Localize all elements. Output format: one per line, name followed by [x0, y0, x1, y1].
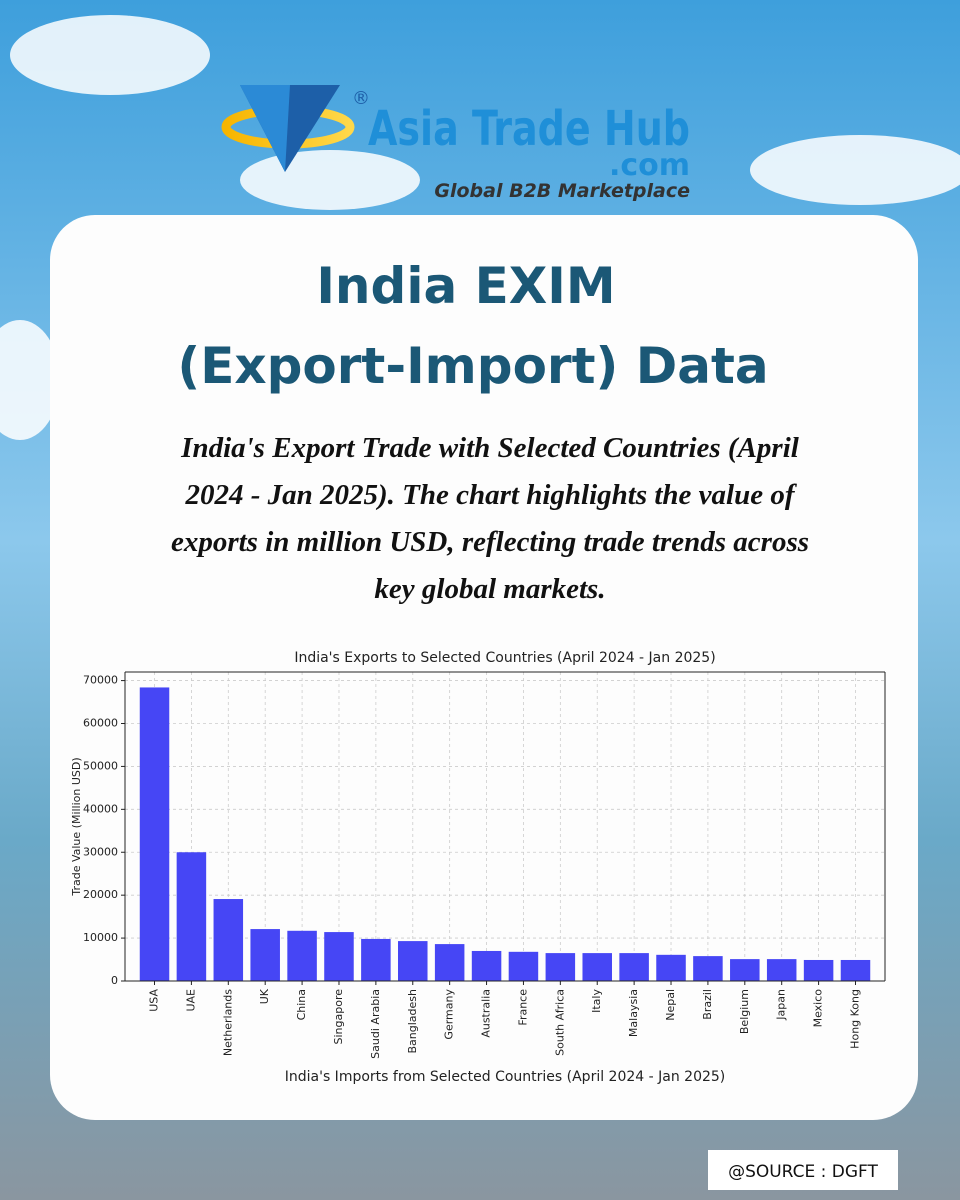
chart: India's Exports to Selected Countries (A…: [70, 650, 886, 1085]
bar: [361, 938, 391, 981]
x-tick-label: UK: [258, 988, 271, 1004]
bar: [250, 929, 280, 981]
x-tick-label: Germany: [443, 989, 456, 1040]
bar: [766, 959, 797, 981]
y-tick-label: 20000: [83, 888, 118, 901]
x-tick-label: Singapore: [332, 989, 345, 1045]
y-tick-label: 40000: [83, 802, 118, 815]
bar: [619, 953, 649, 981]
bar: [730, 959, 760, 981]
description-line: India's Export Trade with Selected Count…: [180, 432, 800, 464]
x-tick-label: Brazil: [701, 989, 714, 1020]
x-tick-label: Mexico: [812, 989, 825, 1028]
x-tick-label: Hong Kong: [848, 989, 861, 1049]
description-line: 2024 - Jan 2025). The chart highlights t…: [184, 479, 797, 511]
source-box: [708, 1150, 898, 1190]
card: [50, 215, 918, 1120]
chart-title: India's Exports to Selected Countries (A…: [294, 650, 715, 666]
x-axis-label: India's Imports from Selected Countries …: [285, 1069, 726, 1085]
heading-line: India EXIM: [316, 257, 615, 315]
y-tick-label: 50000: [83, 759, 118, 772]
logo-registered: ®: [352, 88, 370, 109]
x-tick-label: Japan: [775, 989, 788, 1021]
bar: [324, 932, 354, 981]
x-tick-label: China: [295, 989, 308, 1020]
bar: [803, 959, 834, 981]
x-tick-label: South Africa: [553, 989, 566, 1056]
logo-name: Asia Trade Hub: [368, 101, 690, 157]
bar: [656, 954, 686, 981]
source: @SOURCE : DGFT: [728, 1162, 878, 1182]
y-tick-label: 30000: [83, 845, 118, 858]
bar: [176, 852, 207, 981]
bar: [139, 687, 170, 981]
bar: [398, 941, 428, 981]
logo: ® Asia Trade Hub .com Global B2B Marketp…: [221, 85, 690, 202]
x-tick-label: Netherlands: [221, 989, 234, 1056]
x-tick-label: USA: [148, 989, 161, 1012]
bar: [213, 899, 244, 981]
x-tick-label: Australia: [480, 989, 493, 1038]
y-tick-label: 70000: [83, 674, 118, 687]
logo-domain: .com: [609, 148, 690, 183]
bar: [582, 953, 612, 981]
bar: [545, 953, 576, 981]
x-tick-label: Saudi Arabia: [369, 989, 382, 1059]
y-tick-label: 60000: [83, 717, 118, 730]
heading-line: (Export-Import) Data: [177, 337, 768, 395]
x-tick-label: France: [516, 989, 529, 1026]
x-tick-label: Italy: [590, 989, 603, 1013]
y-tick-label: 10000: [83, 931, 118, 944]
description-line: exports in million USD, reflecting trade…: [171, 526, 809, 558]
x-tick-label: Bangladesh: [406, 989, 419, 1054]
x-tick-label: Belgium: [738, 989, 751, 1034]
x-tick-label: UAE: [184, 989, 197, 1012]
bar: [508, 951, 539, 981]
logo-tagline: Global B2B Marketplace: [434, 180, 690, 202]
bar: [287, 930, 317, 981]
y-tick-label: 0: [111, 974, 118, 987]
bar: [471, 950, 502, 981]
bar: [840, 959, 871, 981]
description-line: key global markets.: [374, 573, 605, 605]
clouds: [0, 15, 960, 440]
y-axis-label: Trade Value (Million USD): [70, 757, 83, 896]
description: India's Export Trade with Selected Count…: [171, 432, 809, 605]
x-tick-label: Nepal: [664, 989, 677, 1021]
bar: [693, 956, 723, 981]
x-tick-label: Malaysia: [627, 989, 640, 1037]
bar: [434, 944, 465, 981]
